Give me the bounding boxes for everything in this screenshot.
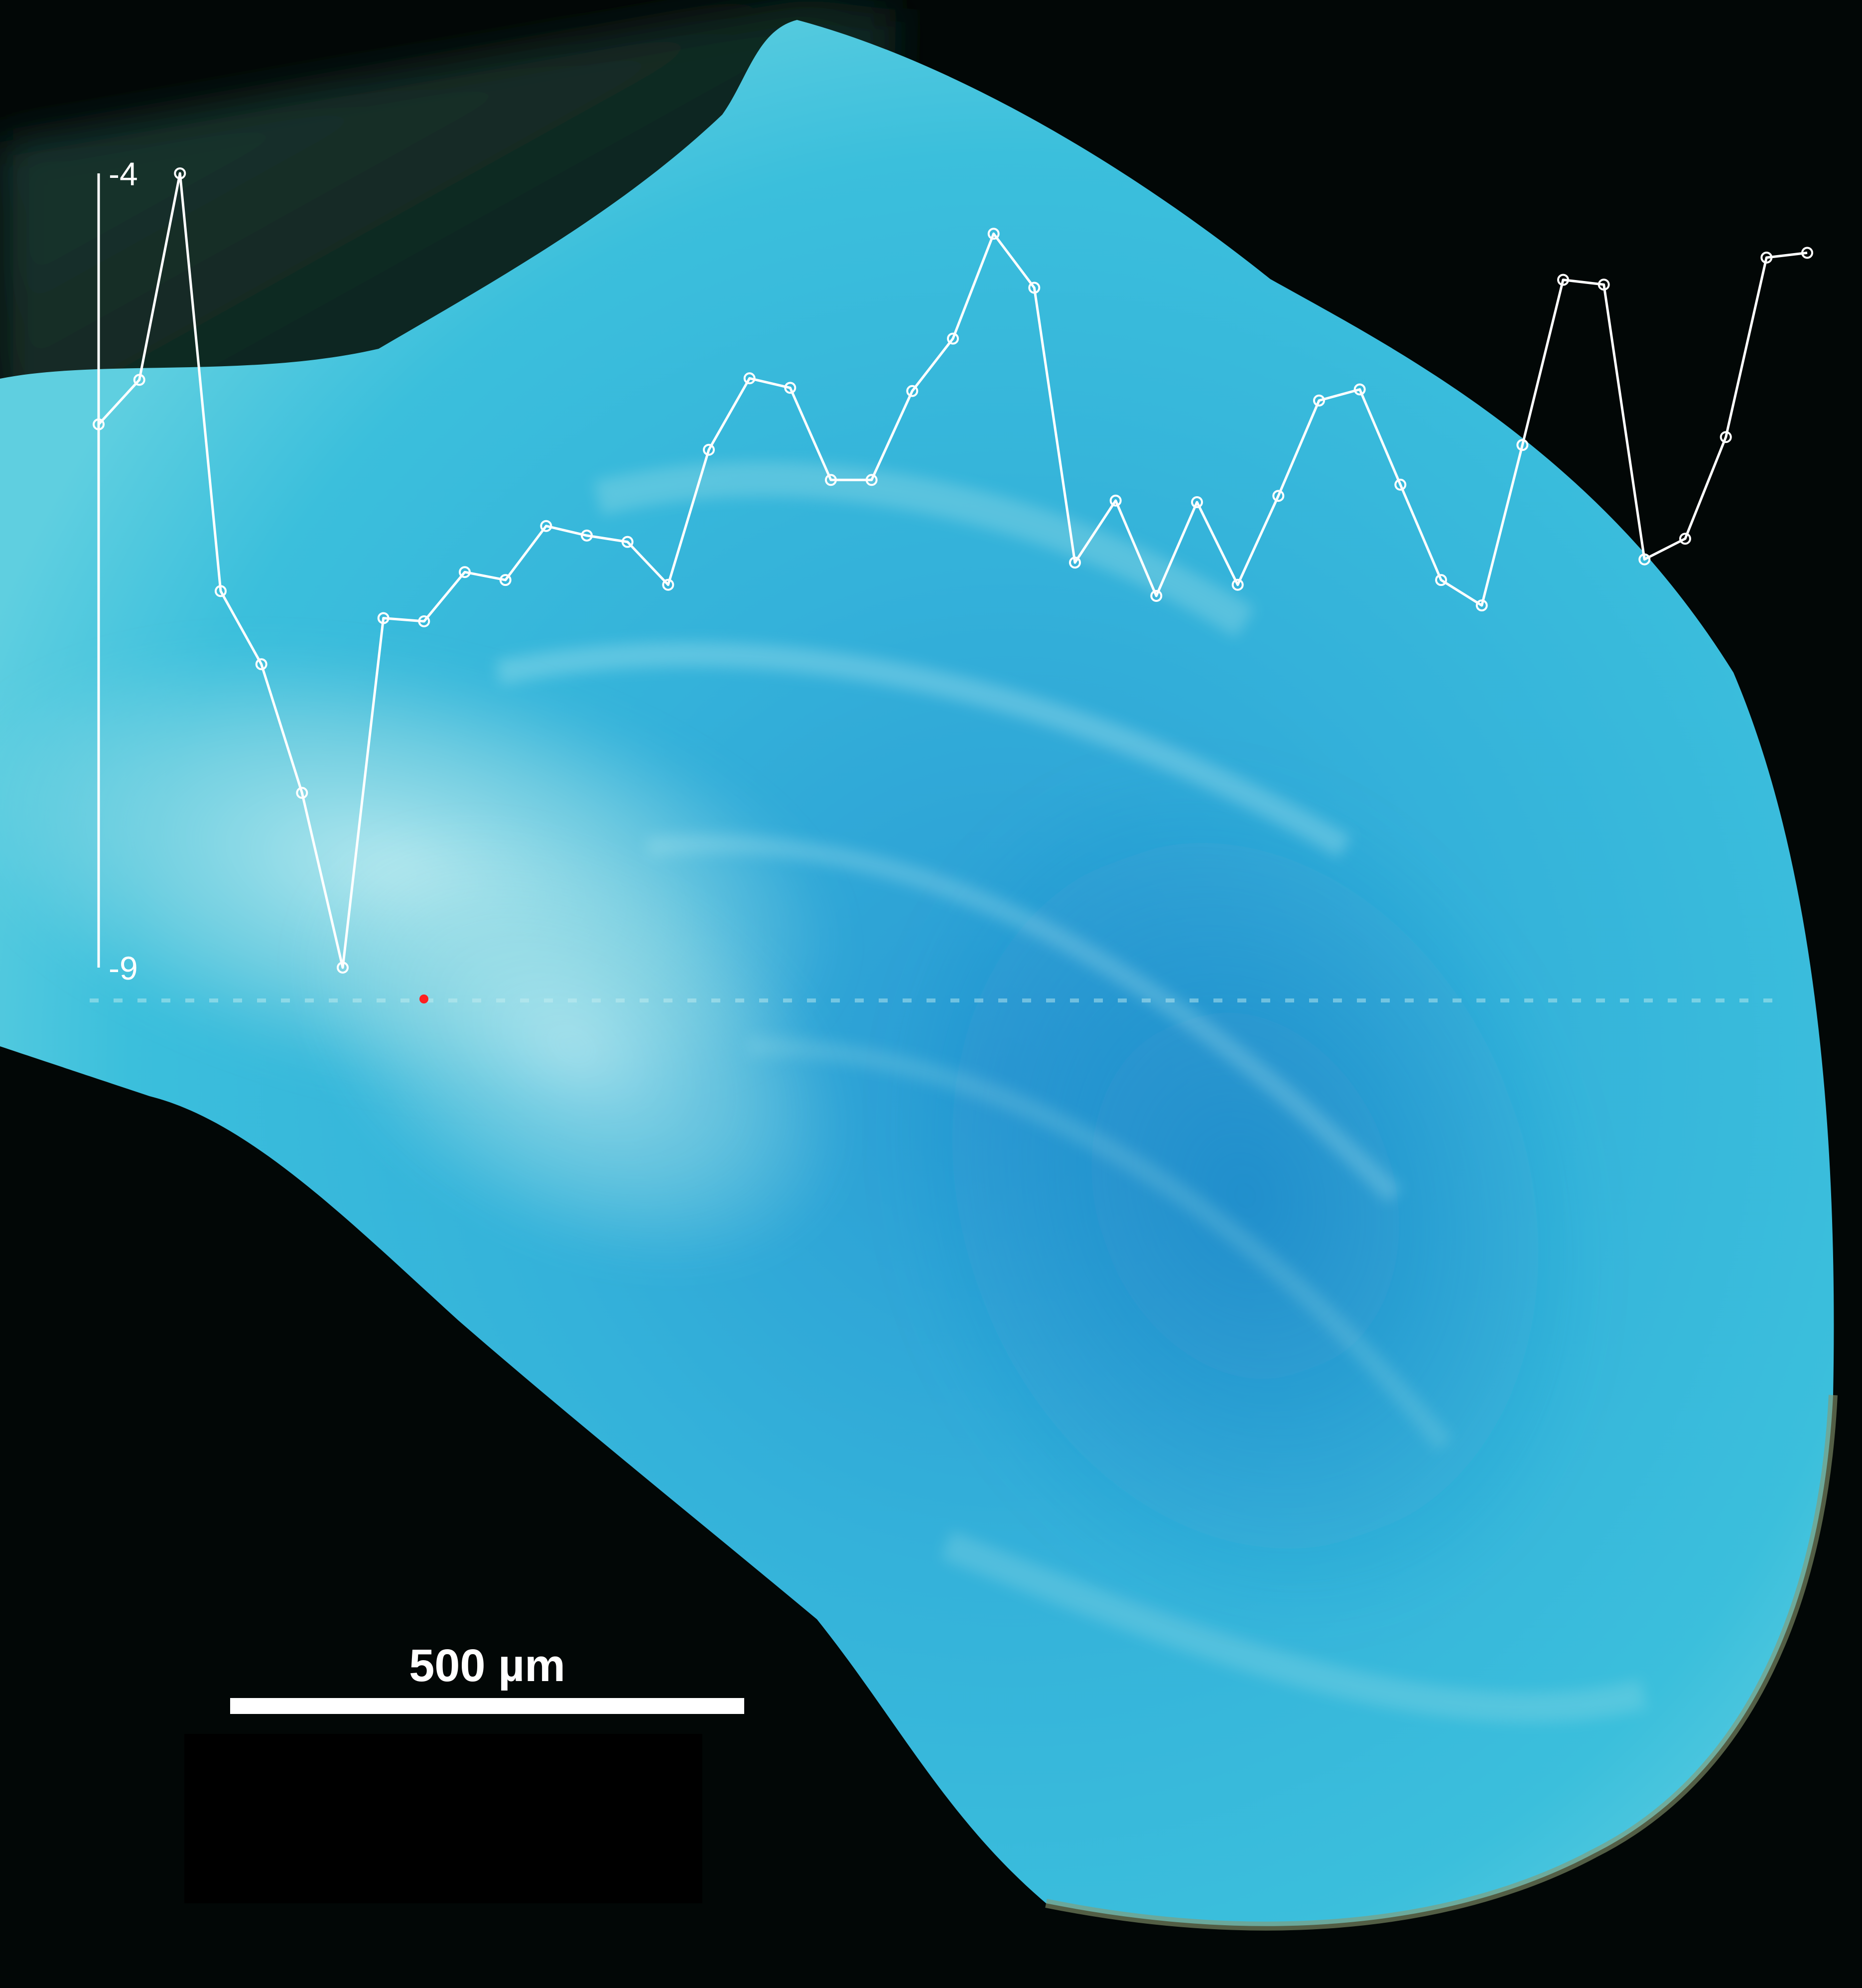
data-point bbox=[1150, 590, 1163, 602]
data-point bbox=[621, 536, 634, 548]
data-point bbox=[1231, 578, 1244, 591]
scale-bar-label: 500 µm bbox=[409, 1640, 565, 1691]
data-series bbox=[93, 167, 1813, 974]
data-point bbox=[296, 787, 308, 799]
growth-band bbox=[747, 1036, 1453, 1451]
data-point bbox=[1597, 279, 1610, 291]
data-point bbox=[906, 385, 919, 397]
shell-edge bbox=[1045, 1395, 1838, 1931]
dark-panel bbox=[184, 1734, 702, 1903]
data-point bbox=[133, 374, 145, 386]
data-point bbox=[1475, 599, 1488, 612]
data-point bbox=[1760, 252, 1773, 264]
data-point bbox=[459, 566, 471, 578]
data-point bbox=[1720, 431, 1732, 443]
data-point bbox=[581, 529, 593, 542]
y-axis-bottom-label: -9 bbox=[109, 950, 138, 987]
data-point bbox=[1516, 439, 1529, 451]
specimen bbox=[0, 20, 1838, 1931]
data-point bbox=[1801, 247, 1813, 259]
data-point bbox=[1679, 533, 1691, 545]
growth-band bbox=[940, 1531, 1648, 1722]
data-point bbox=[499, 574, 512, 586]
data-point bbox=[1638, 553, 1651, 566]
data-point bbox=[1435, 574, 1447, 586]
series-line bbox=[98, 172, 1808, 969]
bright-core bbox=[297, 824, 849, 1269]
y-axis-top-label: -4 bbox=[109, 155, 138, 192]
data-point bbox=[1069, 557, 1081, 569]
data-point bbox=[1557, 274, 1569, 286]
data-point bbox=[540, 520, 552, 532]
data-point bbox=[215, 585, 227, 597]
data-point bbox=[865, 474, 878, 486]
data-point bbox=[825, 474, 837, 486]
data-point bbox=[1394, 478, 1407, 491]
data-point bbox=[377, 612, 390, 624]
growth-band bbox=[496, 642, 1351, 858]
data-point bbox=[662, 578, 674, 591]
data-point bbox=[703, 443, 715, 456]
scale-bar bbox=[230, 1698, 744, 1714]
data-point bbox=[1313, 394, 1325, 407]
data-point bbox=[1028, 282, 1041, 294]
data-point bbox=[337, 962, 349, 974]
data-point bbox=[93, 418, 105, 430]
data-point bbox=[255, 658, 267, 671]
growth-band bbox=[593, 461, 1255, 638]
data-point bbox=[418, 615, 430, 627]
data-point bbox=[784, 382, 797, 394]
data-point bbox=[1272, 490, 1285, 502]
data-point bbox=[174, 167, 186, 179]
data-point bbox=[1353, 383, 1366, 396]
data-point bbox=[743, 372, 756, 385]
growth-band bbox=[647, 834, 1402, 1203]
red-marker-dot bbox=[419, 994, 428, 1003]
data-point bbox=[987, 228, 1000, 240]
data-point bbox=[1191, 496, 1203, 508]
data-point bbox=[947, 332, 959, 345]
data-point bbox=[1109, 494, 1122, 507]
